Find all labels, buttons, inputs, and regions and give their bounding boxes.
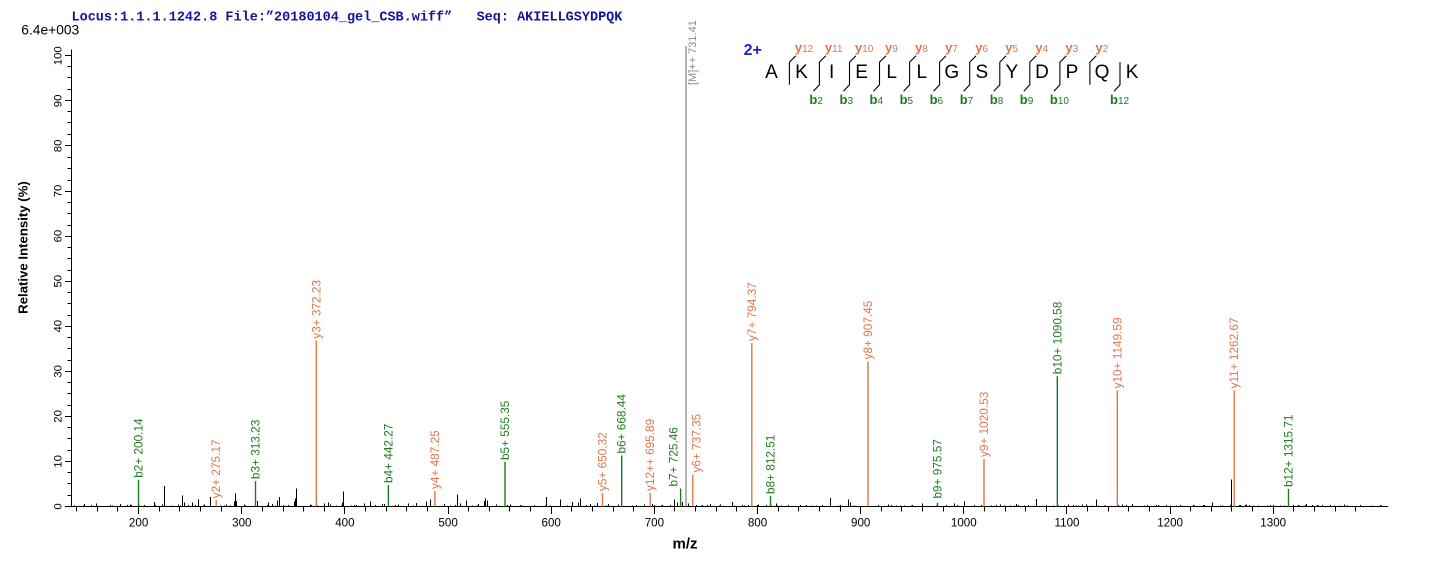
svg-text:I: I [829,62,834,83]
svg-text:500: 500 [438,517,457,530]
svg-text:L: L [886,62,897,83]
svg-text:y7: y7 [945,40,958,55]
svg-text:K: K [1126,62,1139,83]
svg-text:b6: b6 [930,92,944,107]
svg-text:20: 20 [52,410,64,423]
svg-text:b8: b8 [990,92,1004,107]
svg-text:b3+ 313.23: b3+ 313.23 [249,419,263,479]
svg-text:2+: 2+ [744,42,762,59]
svg-text:m/z: m/z [672,536,697,553]
svg-text:100: 100 [52,46,64,65]
svg-text:y5+ 650.32: y5+ 650.32 [596,432,610,491]
svg-text:1200: 1200 [1157,517,1183,530]
svg-text:b2: b2 [809,92,823,107]
svg-text:y3+ 372.23: y3+ 372.23 [309,280,323,339]
svg-text:y7+ 794.37: y7+ 794.37 [745,282,759,341]
svg-text:L: L [917,62,928,83]
svg-text:200: 200 [129,517,148,530]
svg-text:600: 600 [542,517,561,530]
svg-text:b4+ 442.27: b4+ 442.27 [381,424,395,483]
svg-text:y9+ 1020.53: y9+ 1020.53 [977,391,991,457]
svg-text:Y: Y [1006,62,1019,83]
svg-text:Q: Q [1095,62,1110,83]
svg-text:60: 60 [52,230,64,243]
svg-text:y10+ 1149.59: y10+ 1149.59 [1110,317,1124,388]
svg-text:y11: y11 [825,40,843,55]
svg-text:y12++ 695.89: y12++ 695.89 [643,419,657,491]
svg-text:700: 700 [645,517,664,530]
svg-text:b5: b5 [900,92,914,107]
svg-text:D: D [1035,62,1049,83]
svg-text:y11+ 1262.67: y11+ 1262.67 [1227,317,1241,388]
svg-text:1100: 1100 [1055,517,1080,530]
svg-text:P: P [1066,62,1079,83]
svg-text:b5+ 555.35: b5+ 555.35 [498,400,512,460]
svg-text:y2+ 275.17: y2+ 275.17 [209,439,223,498]
svg-text:b7+ 725.46: b7+ 725.46 [666,427,680,487]
svg-text:[M]++ 731.41: [M]++ 731.41 [687,20,699,85]
svg-text:y12: y12 [795,40,814,55]
svg-text:y6+ 737.35: y6+ 737.35 [689,413,703,472]
svg-text:50: 50 [52,275,64,288]
svg-text:400: 400 [335,517,354,530]
svg-text:70: 70 [52,185,64,198]
svg-text:y4: y4 [1035,40,1048,55]
svg-text:y8+ 907.45: y8+ 907.45 [861,300,875,359]
svg-text:b8+ 812.51: b8+ 812.51 [764,435,778,494]
svg-text:b12: b12 [1110,92,1130,107]
svg-text:y5: y5 [1005,40,1018,55]
svg-text:300: 300 [232,517,251,530]
svg-text:Relative Intensity (%): Relative Intensity (%) [15,181,30,314]
svg-text:y2: y2 [1095,40,1108,55]
svg-text:10: 10 [52,455,64,468]
svg-text:b9: b9 [1020,92,1034,107]
svg-text:40: 40 [52,320,64,333]
svg-text:y4+ 487.25: y4+ 487.25 [428,430,442,489]
svg-text:S: S [976,62,989,83]
svg-text:y6: y6 [975,40,988,55]
svg-text:b2+ 200.14: b2+ 200.14 [132,418,146,478]
svg-text:K: K [795,62,808,83]
svg-text:G: G [944,62,959,83]
svg-text:b7: b7 [960,92,974,107]
svg-text:Locus:1.1.1.1242.8 File:”20180: Locus:1.1.1.1242.8 File:”20180104_gel_CS… [72,11,624,26]
svg-text:b10+ 1090.58: b10+ 1090.58 [1050,301,1064,374]
svg-text:6.4e+003: 6.4e+003 [21,23,79,38]
svg-text:b6+ 668.44: b6+ 668.44 [615,394,629,454]
svg-text:b9+ 975.57: b9+ 975.57 [931,439,945,498]
svg-text:b3: b3 [840,92,854,107]
svg-text:y10: y10 [855,40,874,55]
svg-text:1000: 1000 [951,517,977,530]
svg-text:b4: b4 [870,92,884,107]
svg-text:30: 30 [52,365,64,378]
svg-text:A: A [765,62,778,83]
svg-text:80: 80 [52,140,64,153]
svg-text:y3: y3 [1065,40,1078,55]
svg-text:b12+ 1315.71: b12+ 1315.71 [1282,415,1296,488]
svg-text:y8: y8 [915,40,928,55]
svg-text:E: E [855,62,868,83]
svg-text:900: 900 [851,517,870,530]
svg-text:b10: b10 [1050,92,1070,107]
svg-text:800: 800 [748,517,767,530]
svg-text:y9: y9 [885,40,898,55]
svg-text:90: 90 [52,95,64,108]
svg-text:0: 0 [52,503,64,509]
svg-text:1300: 1300 [1260,517,1286,530]
